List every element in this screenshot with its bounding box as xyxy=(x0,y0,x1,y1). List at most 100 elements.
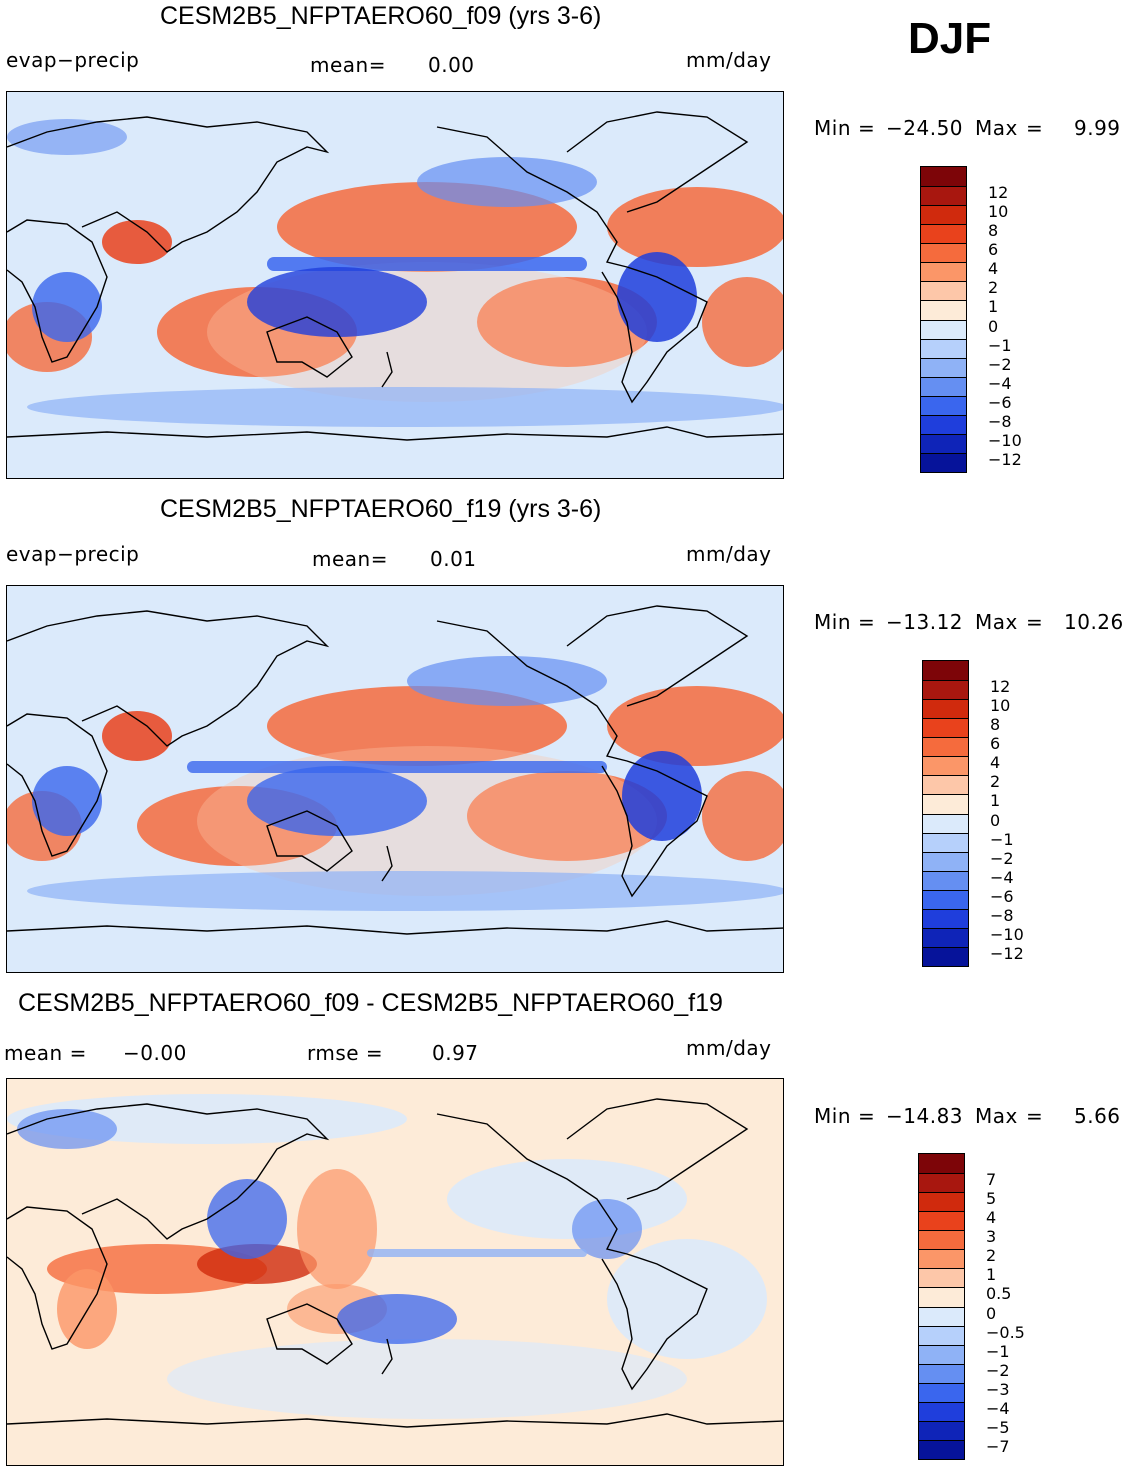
colorbar-segment xyxy=(919,1382,964,1402)
colorbar-tick-label: −10 xyxy=(988,430,1022,450)
colorbar-tick-label: 10 xyxy=(990,696,1011,716)
colorbar-segment xyxy=(923,661,968,681)
colorbar-segment xyxy=(921,243,966,263)
colorbar-segment xyxy=(919,1363,964,1383)
colorbar-segment xyxy=(923,737,968,757)
colorbar-tick-label: 3 xyxy=(986,1227,997,1247)
colorbar-segment xyxy=(923,927,968,947)
colorbar-tick-label: 0 xyxy=(986,1303,997,1323)
min-equals: = xyxy=(858,116,876,140)
colorbar-tick-label: 12 xyxy=(988,183,1009,203)
colorbar-segment xyxy=(921,224,966,244)
colorbar-segment xyxy=(921,205,966,225)
variable-label: evap−precip xyxy=(6,542,140,566)
max-equals: = xyxy=(1026,116,1044,140)
min-value: −13.12 xyxy=(886,610,964,634)
map-panel xyxy=(6,1078,784,1466)
colorbar-tick-label: 10 xyxy=(988,202,1009,222)
colorbar-segment xyxy=(923,813,968,833)
max-value: 5.66 xyxy=(1074,1104,1121,1128)
colorbar-segment xyxy=(921,376,966,396)
panel-title: CESM2B5_NFPTAERO60_f09 (yrs 3-6) xyxy=(160,2,602,30)
colorbar-tick-label: −12 xyxy=(990,943,1024,963)
colorbar-tick-label: 2 xyxy=(990,772,1001,792)
contour-map xyxy=(7,1079,783,1465)
colorbar-tick-label: −2 xyxy=(988,354,1012,374)
max-value: 9.99 xyxy=(1074,116,1121,140)
colorbar-tick-label: 7 xyxy=(986,1170,997,1190)
colorbar-tick-label: −10 xyxy=(990,924,1024,944)
colorbar-tick-label: −6 xyxy=(990,886,1014,906)
colorbar-segment xyxy=(921,281,966,301)
map-panel xyxy=(6,91,784,479)
colorbar-tick-label: 6 xyxy=(988,240,999,260)
colorbar-tick-label: −4 xyxy=(986,1398,1010,1418)
max-label: Max xyxy=(975,1104,1018,1128)
colorbar-tick-label: 2 xyxy=(986,1246,997,1266)
colorbar-segment xyxy=(919,1173,964,1193)
colorbar-tick-label: −12 xyxy=(988,449,1022,469)
colorbar-segment xyxy=(923,718,968,738)
colorbar-tick-label: 12 xyxy=(990,677,1011,697)
colorbar-segment xyxy=(919,1420,964,1440)
colorbar-tick-label: −1 xyxy=(990,829,1014,849)
colorbar-tick-label: 4 xyxy=(990,753,1001,773)
mean-label: mean= xyxy=(312,547,388,571)
colorbar-tick-label: −3 xyxy=(986,1379,1010,1399)
contour-map xyxy=(7,586,783,972)
units-label: mm/day xyxy=(686,48,772,72)
colorbar-segment xyxy=(921,186,966,206)
colorbar-segment xyxy=(921,395,966,415)
variable-label: evap−precip xyxy=(6,48,140,72)
colorbar-segment xyxy=(921,262,966,282)
colorbar-segment xyxy=(921,167,966,187)
mean-label: mean= xyxy=(310,53,386,77)
colorbar-segment xyxy=(919,1230,964,1250)
colorbar-segment xyxy=(919,1287,964,1307)
max-value: 10.26 xyxy=(1064,610,1124,634)
colorbar-segment xyxy=(919,1192,964,1212)
max-label: Max xyxy=(975,116,1018,140)
colorbar-tick-label: −5 xyxy=(986,1417,1010,1437)
colorbar-tick-label: −7 xyxy=(986,1436,1010,1456)
mean-value: 0.01 xyxy=(430,547,477,571)
colorbar-tick-label: −0.5 xyxy=(986,1322,1025,1342)
colorbar-tick-label: 1 xyxy=(990,791,1001,811)
min-label: Min xyxy=(814,610,851,634)
min-equals: = xyxy=(858,610,876,634)
colorbar xyxy=(918,1153,965,1460)
colorbar-segment xyxy=(923,794,968,814)
colorbar-segment xyxy=(923,832,968,852)
rmse-value: 0.97 xyxy=(432,1041,479,1065)
min-value: −14.83 xyxy=(886,1104,964,1128)
colorbar-segment xyxy=(919,1249,964,1269)
mean-value: 0.00 xyxy=(428,53,475,77)
max-equals: = xyxy=(1026,1104,1044,1128)
colorbar-tick-label: 0 xyxy=(990,810,1001,830)
colorbar-segment xyxy=(923,946,968,966)
colorbar-tick-label: 0.5 xyxy=(986,1284,1012,1304)
contour-map xyxy=(7,92,783,478)
colorbar-tick-label: 1 xyxy=(986,1265,997,1285)
colorbar-segment xyxy=(921,357,966,377)
colorbar-segment xyxy=(921,300,966,320)
colorbar-segment xyxy=(919,1211,964,1231)
colorbar-tick-label: 1 xyxy=(988,297,999,317)
colorbar-segment xyxy=(919,1306,964,1326)
colorbar-segment xyxy=(921,319,966,339)
colorbar-tick-label: 4 xyxy=(988,259,999,279)
max-equals: = xyxy=(1026,610,1044,634)
colorbar-tick-label: −2 xyxy=(990,848,1014,868)
colorbar-segment xyxy=(919,1439,964,1459)
mean-label: mean = xyxy=(4,1041,87,1065)
panel-title: CESM2B5_NFPTAERO60_f09 - CESM2B5_NFPTAER… xyxy=(18,989,723,1017)
panel-title: CESM2B5_NFPTAERO60_f19 (yrs 3-6) xyxy=(160,495,602,523)
colorbar-tick-label: −8 xyxy=(990,905,1014,925)
colorbar-segment xyxy=(923,908,968,928)
colorbar-tick-label: 2 xyxy=(988,278,999,298)
colorbar-tick-label: −1 xyxy=(986,1341,1010,1361)
colorbar-tick-label: −8 xyxy=(988,411,1012,431)
colorbar-tick-label: −2 xyxy=(986,1360,1010,1380)
colorbar-segment xyxy=(923,775,968,795)
colorbar-segment xyxy=(919,1401,964,1421)
